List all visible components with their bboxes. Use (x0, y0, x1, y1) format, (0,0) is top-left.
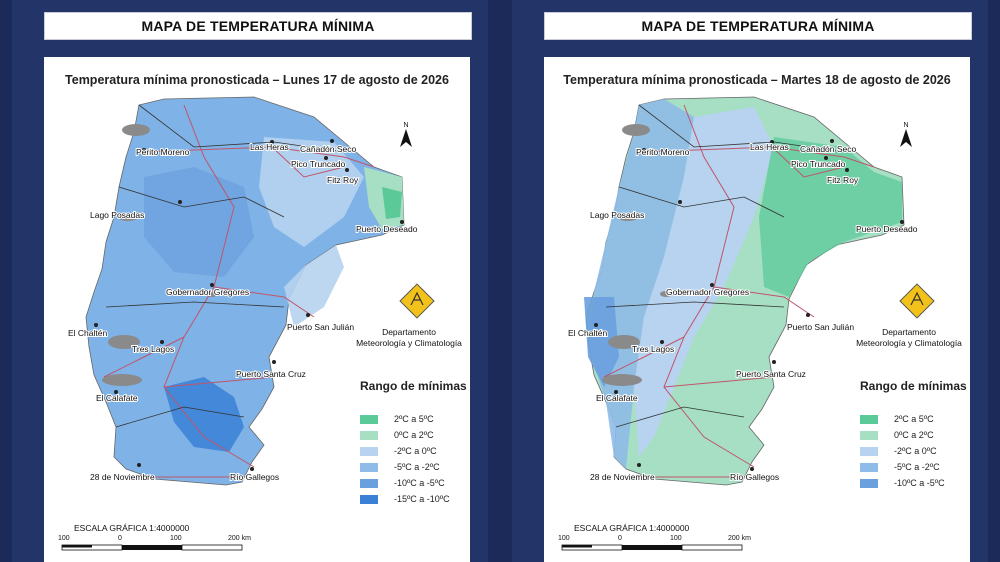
city-label: Río Gallegos (230, 472, 279, 482)
city-label: El Calafate (96, 393, 138, 403)
city-markers (594, 139, 904, 471)
roads (603, 104, 875, 478)
city-label: Puerto Deseado (356, 224, 418, 234)
city-label: 28 de Noviembre (590, 472, 655, 482)
city-label: Puerto Deseado (856, 224, 918, 234)
panel-header: MAPA DE TEMPERATURA MÍNIMA (44, 12, 472, 40)
scale-tick: 0 (618, 535, 622, 542)
lake (602, 374, 642, 386)
boundaries (605, 104, 845, 428)
legend-item: -10ºC a -5ºC (860, 475, 945, 491)
zone-cold (164, 377, 244, 452)
city-label: Pico Truncado (291, 159, 346, 169)
legend-item: 2ºC a 5ºC (860, 411, 945, 427)
city-label: Puerto San Julián (787, 322, 854, 332)
zone-east (759, 137, 902, 297)
scale-tick: 200 km (228, 535, 251, 542)
smn-logo-icon (899, 283, 935, 319)
city-label: Las Heras (750, 142, 789, 152)
smn-logo-icon (399, 283, 435, 319)
roads (103, 104, 375, 478)
legend-item: -2ºC a 0ºC (860, 443, 945, 459)
boundaries (105, 104, 345, 428)
city-label: Puerto San Julián (287, 322, 354, 332)
city-label: Cañadón Seco (300, 144, 357, 154)
lake (608, 335, 640, 349)
scale-tick: 100 (558, 535, 570, 542)
department-label: Departamento Meteorología y Climatología (356, 327, 462, 348)
lake (660, 291, 672, 297)
legend-item: 0ºC a 2ºC (860, 427, 945, 443)
scale-title: ESCALA GRÁFICA 1:4000000 (574, 523, 690, 533)
legend-item: -5ºC a -2ºC (360, 459, 450, 475)
legend-title: Rango de mínimas (860, 379, 967, 393)
city-label: El Chaltén (568, 328, 607, 338)
city-label: Perito Moreno (136, 147, 190, 157)
city-label: Gobernador Gregores (166, 287, 249, 297)
legend-item: -5ºC a -2ºC (860, 459, 945, 475)
legend-item: -2ºC a 0ºC (360, 443, 450, 459)
lake (102, 374, 142, 386)
city-label: Fitz Roy (327, 175, 359, 185)
city-label: Puerto Santa Cruz (736, 369, 806, 379)
lake (108, 335, 140, 349)
scale-bar (61, 544, 243, 551)
map-panel-tuesday: MAPA DE TEMPERATURA MÍNIMA Temperatura m… (512, 0, 988, 562)
scale-bar (561, 544, 743, 551)
city-markers (94, 139, 404, 471)
zone-central (634, 107, 774, 457)
province-map: Perito Moreno Las Heras Cañadón Seco Pic… (567, 96, 919, 486)
city-label: Río Gallegos (730, 472, 779, 482)
lake (122, 124, 150, 136)
legend: 2ºC a 5ºC 0ºC a 2ºC -2ºC a 0ºC -5ºC a -2… (360, 411, 450, 507)
city-label: Puerto Santa Cruz (236, 369, 306, 379)
zone-warmest (382, 187, 402, 219)
city-label: Las Heras (250, 142, 289, 152)
map-subtitle: Temperatura mínima pronosticada – Martes… (563, 73, 951, 87)
scale-tick: 100 (670, 535, 682, 542)
scale-title: ESCALA GRÁFICA 1:4000000 (74, 523, 190, 533)
department-label: Departamento Meteorología y Climatología (856, 327, 962, 348)
compass-icon (900, 129, 912, 147)
panel-header: MAPA DE TEMPERATURA MÍNIMA (544, 12, 972, 40)
legend-item: -15ºC a -10ºC (360, 491, 450, 507)
city-label: Tres Lagos (132, 344, 174, 354)
map-sheet: Temperatura mínima pronosticada – Lunes … (44, 57, 470, 562)
legend-item: -10ºC a -5ºC (360, 475, 450, 491)
north-arrow: N (898, 122, 914, 154)
city-label: 28 de Noviembre (90, 472, 155, 482)
city-label: Perito Moreno (636, 147, 690, 157)
legend-title: Rango de mínimas (360, 379, 467, 393)
city-label: Lago Posadas (590, 210, 644, 220)
city-label: Lago Posadas (90, 210, 144, 220)
scale-tick: 100 (58, 535, 70, 542)
lake (118, 213, 138, 221)
legend-item: 0ºC a 2ºC (360, 427, 450, 443)
map-subtitle: Temperatura mínima pronosticada – Lunes … (65, 73, 449, 87)
scale-tick: 100 (170, 535, 182, 542)
legend-item: 2ºC a 5ºC (360, 411, 450, 427)
zone-cold (584, 297, 619, 387)
north-arrow: N (398, 122, 414, 154)
city-label: Gobernador Gregores (666, 287, 749, 297)
map-sheet: Temperatura mínima pronosticada – Martes… (544, 57, 970, 562)
city-label: El Calafate (596, 393, 638, 403)
lake (618, 213, 638, 221)
province-map: Perito Moreno Las Heras Cañadón Seco Pic… (67, 96, 419, 486)
lake (622, 124, 650, 136)
city-label: Fitz Roy (827, 175, 859, 185)
map-panel-monday: MAPA DE TEMPERATURA MÍNIMA Temperatura m… (12, 0, 488, 562)
zone-mild (259, 137, 364, 247)
compass-icon (400, 129, 412, 147)
scale-tick: 200 km (728, 535, 751, 542)
city-label: Cañadón Seco (800, 144, 857, 154)
legend: 2ºC a 5ºC 0ºC a 2ºC -2ºC a 0ºC -5ºC a -2… (860, 411, 945, 491)
city-label: Pico Truncado (791, 159, 846, 169)
city-label: El Chaltén (68, 328, 107, 338)
scale-tick: 0 (118, 535, 122, 542)
city-label: Tres Lagos (632, 344, 674, 354)
